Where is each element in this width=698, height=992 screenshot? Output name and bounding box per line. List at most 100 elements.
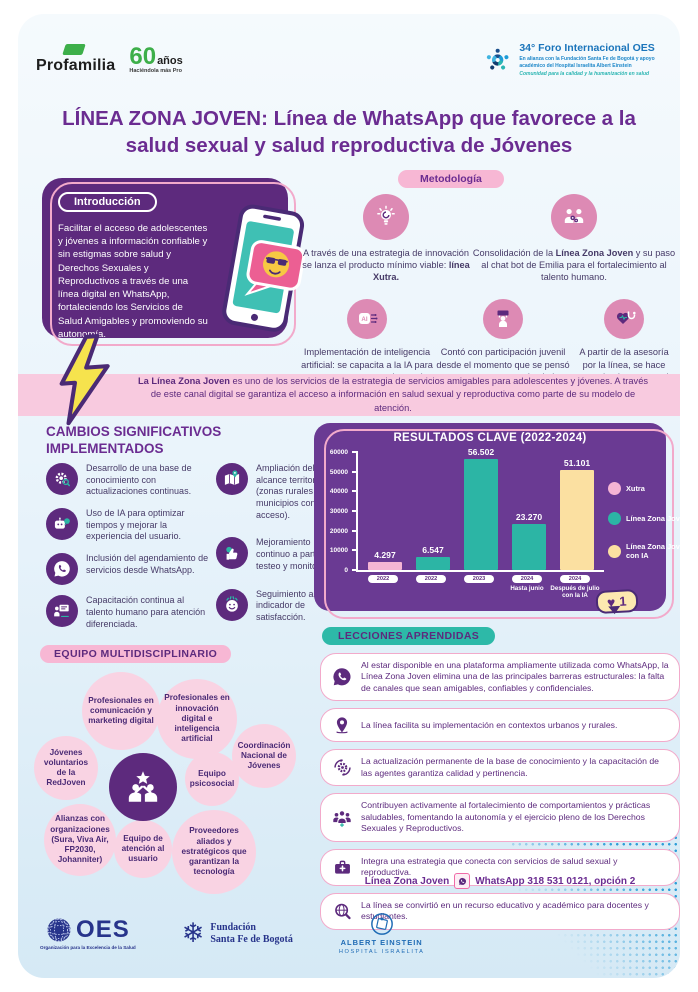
- knowledge-gear-icon: [46, 463, 78, 495]
- cambios-heading: CAMBIOS SIGNIFICATIVOS IMPLEMENTADOS: [46, 424, 222, 456]
- heart-icon: ♥: [606, 593, 616, 611]
- bar-value-label: 23.270: [515, 512, 543, 523]
- cambios-item: Inclusión del agendamiento de servicios …: [46, 553, 212, 586]
- x-tick-sublabel: Después de julio con la IA: [550, 585, 600, 600]
- metodologia-text-bold: línea Xutra.: [372, 260, 470, 283]
- chart-bars: 4.297 6.547 56.502 23.270 51.101: [358, 447, 604, 570]
- chart-legend: Xutra Línea Zona Joven Línea Zona Joven co…: [604, 482, 690, 600]
- training-icon: [46, 595, 78, 628]
- like-badge: ♥ 1: [595, 588, 639, 615]
- bar-column: 4.297: [368, 550, 402, 570]
- leccion-item: La línea se convirtió en un recurso educ…: [320, 892, 680, 930]
- y-tick-label: 10000: [329, 547, 348, 555]
- x-tick: 2022: [414, 575, 448, 600]
- metodologia-text: Consolidación de la: [472, 248, 556, 258]
- intro-box: Introducción Facilitar el acceso de adol…: [42, 178, 306, 346]
- y-tick-label: 0: [344, 567, 348, 574]
- contact-brand: Línea Zona Joven: [364, 875, 450, 887]
- banner-bold: La Línea Zona Joven: [137, 376, 230, 387]
- medical-kit-icon: [331, 857, 353, 878]
- cambios-item: Mejoramiento continuo a partir del teste…: [216, 537, 342, 572]
- y-tick-label: 50000: [329, 468, 348, 476]
- leccion-text: La actualización permanente de la base d…: [361, 756, 659, 778]
- cambios-item: Uso de IA para optimizar tiempos y mejor…: [46, 508, 212, 543]
- metodologia-text-bold: Línea Zona Joven: [555, 248, 634, 258]
- anniversary-word: años: [157, 54, 183, 67]
- x-tick-pill: 2024: [560, 575, 590, 583]
- y-tick-mark: [352, 490, 358, 493]
- globe-search-icon: [331, 901, 353, 922]
- highlight-banner: La Línea Zona Joven es uno de los servic…: [18, 374, 680, 416]
- legend-swatch: [608, 512, 621, 525]
- foro-title: 34° Foro Internacional OES: [519, 41, 655, 54]
- leccion-item: Contribuyen activamente al fortalecimien…: [320, 793, 680, 842]
- oes-tagline: Organización para la Excelencia de la Sa…: [40, 945, 136, 950]
- cambios-item: Ampliación del alcance territorial (zona…: [216, 463, 342, 521]
- equipo-bubble: Alianzas con organizaciones (Sura, Viva …: [44, 804, 116, 876]
- cambios-text: Uso de IA para optimizar tiempos y mejor…: [86, 508, 185, 542]
- bar: [464, 458, 498, 570]
- intro-text: Facilitar el acceso de adolescentes y jó…: [58, 223, 208, 340]
- bar-column: 51.101: [560, 458, 594, 570]
- y-tick-mark: [352, 529, 358, 532]
- legend-label: Línea Zona Joven: [626, 513, 689, 523]
- legend-item: Xutra: [608, 482, 690, 495]
- chart-title: RESULTADOS CLAVE (2022-2024): [393, 432, 587, 444]
- leccion-text: La línea facilita su implementación en c…: [361, 719, 618, 730]
- health-access-icon: [604, 299, 644, 340]
- x-tick: 2024 Después de julio con la IA: [550, 575, 600, 600]
- leccion-item: La actualización permanente de la base d…: [320, 749, 680, 787]
- y-tick-label: 30000: [329, 508, 348, 515]
- legend-label: Xutra: [626, 483, 645, 493]
- cambios-text: Capacitación continua al talento humano …: [86, 595, 206, 629]
- profamilia-logo: Profamilia 60 años Haciéndola más Pro: [36, 44, 183, 74]
- metodologia-item: Consolidación de la Línea Zona Joven y s…: [472, 194, 676, 283]
- einstein-mark-icon: [370, 913, 393, 935]
- bar-column: 6.547: [416, 545, 450, 570]
- equipo-bubble: Proveedores aliados y estratégicos que g…: [172, 810, 256, 894]
- cambios-text: Mejoramiento continuo a partir del teste…: [256, 537, 336, 571]
- youth-participation-icon: [483, 299, 523, 340]
- equipo-bubble: Equipo de atención al usuario: [114, 820, 172, 878]
- metodologia-item: A través de una estrategia de innovación…: [300, 194, 472, 283]
- legend-item: Línea Zona Joven con IA: [608, 542, 690, 561]
- leccion-item: Al estar disponible en una plataforma am…: [320, 653, 680, 702]
- lightning-bolt-icon: [59, 334, 110, 426]
- y-tick-label: 20000: [329, 527, 348, 535]
- x-tick-sublabel: Hasta junio: [510, 585, 544, 592]
- equipo-bubble: Profesionales en comunicación y marketin…: [82, 672, 160, 750]
- foro-subtitle: En alianza con la Fundación Santa Fe de …: [519, 56, 655, 69]
- leccion-item: La línea facilita su implementación en c…: [320, 708, 680, 743]
- cambios-item: Seguimiento al indicador de satisfacción…: [216, 588, 342, 624]
- leccion-text: Contribuyen activamente al fortalecimien…: [361, 800, 651, 834]
- anniversary-number: 60: [129, 43, 157, 71]
- like-count: 1: [618, 593, 627, 609]
- contact-number: WhatsApp 318 531 0121, opción 2: [475, 875, 636, 887]
- equipo-heading: EQUIPO MULTIDISCIPLINARIO: [40, 645, 232, 663]
- footer-logos: OES Organización para la Excelencia de l…: [40, 912, 440, 955]
- update-gear-icon: [331, 757, 353, 778]
- cambios-item: Capacitación continua al talento humano …: [46, 595, 212, 630]
- y-tick-label: 60000: [329, 449, 348, 456]
- legend-label: Línea Zona Joven con IA: [626, 542, 689, 561]
- ai-icon: AI: [347, 299, 387, 340]
- legend-swatch: [608, 482, 621, 495]
- oes-name: OES: [76, 916, 130, 943]
- einstein-logo: ALBERT EINSTEIN HOSPITAL ISRAELITA: [339, 912, 425, 955]
- x-tick: 2022: [366, 575, 400, 600]
- santafe-line2: Santa Fe de Bogotá: [210, 933, 293, 945]
- bar-value-label: 4.297: [374, 549, 396, 560]
- bar-column: 23.270: [512, 512, 546, 570]
- santafe-logo: ❄ Fundación Santa Fe de Bogotá: [182, 920, 293, 947]
- leccion-item: Integra una estrategia que conecta con s…: [320, 848, 680, 886]
- x-tick-pill: 2022: [368, 575, 398, 583]
- oes-globe-icon: [47, 918, 71, 942]
- foro-circle-people-icon: [486, 48, 509, 70]
- page-title: LÍNEA ZONA JOVEN: Línea de WhatsApp que …: [62, 107, 636, 157]
- foro-text: 34° Foro Internacional OES En alianza co…: [519, 41, 674, 77]
- x-tick-pill: 2022: [416, 575, 446, 583]
- whatsapp-icon: [46, 553, 78, 586]
- x-tick: 2023: [462, 575, 496, 600]
- x-tick-pill: 2024: [512, 575, 542, 583]
- chart-plot-area: 4.297 6.547 56.502 23.270 51.101: [356, 447, 604, 572]
